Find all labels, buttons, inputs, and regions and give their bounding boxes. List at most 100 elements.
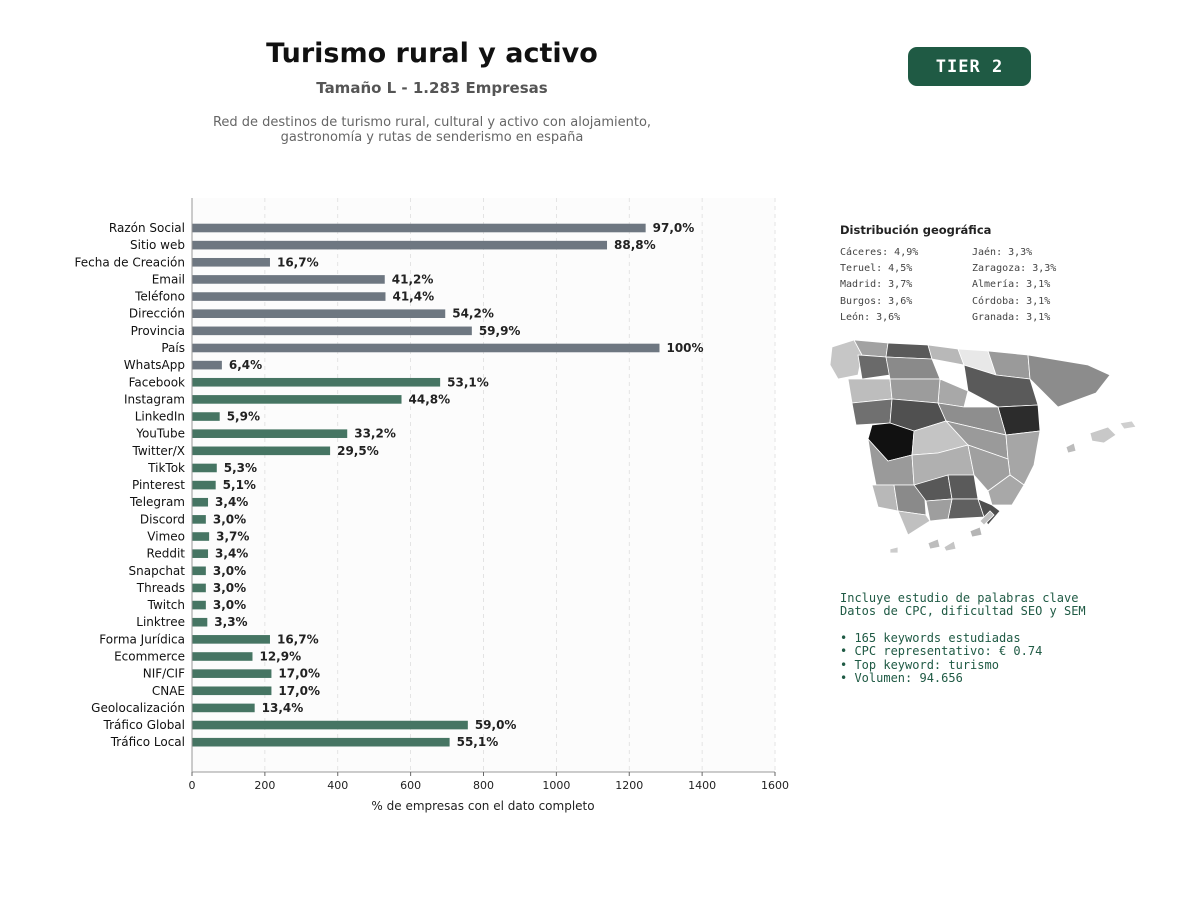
- geo-item: Granada: 3,1%: [972, 311, 1051, 323]
- category-label: Forma Jurídica: [99, 632, 185, 646]
- bar: [192, 652, 253, 661]
- map-region-burgos: [885, 356, 941, 380]
- map-region-malaga: [925, 498, 953, 522]
- map-region-canarias-3: [969, 526, 983, 538]
- category-label: Twitter/X: [132, 444, 185, 458]
- tier-badge: TIER 2: [908, 47, 1031, 86]
- category-label: Facebook: [129, 375, 185, 389]
- category-label: Tráfico Local: [110, 735, 185, 749]
- bar: [192, 412, 220, 421]
- bar-value-label: 55,1%: [457, 735, 499, 749]
- category-label: NIF/CIF: [143, 667, 185, 681]
- keywords-bullet: • Volumen: 94.656: [840, 671, 963, 686]
- bar: [192, 686, 272, 696]
- x-axis-label: % de empresas con el dato completo: [371, 799, 594, 813]
- category-label: Instagram: [124, 392, 185, 406]
- keywords-block: Incluye estudio de palabras clave Datos …: [840, 591, 1086, 686]
- geo-title: Distribución geográfica: [840, 223, 992, 237]
- bar: [192, 223, 646, 233]
- map-region-canarias-5: [889, 546, 899, 554]
- bar-value-label: 3,0%: [213, 564, 246, 578]
- geo-item: Teruel: 4,5%: [840, 263, 913, 275]
- category-label: Vimeo: [147, 530, 185, 544]
- category-label: Fecha de Creación: [75, 255, 185, 269]
- geo-item: Almería: 3,1%: [972, 279, 1051, 291]
- bar-value-label: 59,9%: [479, 324, 521, 338]
- map-region-cadiz: [897, 510, 931, 536]
- page-subtitle: Tamaño L - 1.283 Empresas: [316, 79, 548, 97]
- bar-value-label: 16,7%: [277, 255, 319, 269]
- geo-item: Jaén: 3,3%: [972, 247, 1033, 258]
- bar-value-label: 3,7%: [216, 530, 249, 544]
- map-region-canarias-2: [943, 540, 957, 552]
- bar-value-label: 5,3%: [224, 461, 257, 475]
- category-label: Snapchat: [129, 564, 186, 578]
- bar: [192, 377, 441, 387]
- bar-value-label: 5,9%: [227, 410, 260, 424]
- bar: [192, 309, 446, 318]
- bar: [192, 497, 209, 507]
- map-region-mallorca: [1089, 426, 1117, 444]
- bar-value-label: 53,1%: [447, 375, 489, 389]
- bar-value-label: 16,7%: [277, 632, 319, 646]
- category-label: Email: [152, 272, 185, 286]
- bar: [192, 240, 608, 250]
- x-ticks: 0 200 400 600 800 1000 1200 1400 1600: [189, 772, 789, 792]
- map-region-leon: [857, 354, 891, 380]
- category-label: Threads: [136, 581, 185, 595]
- bar-value-label: 33,2%: [354, 427, 396, 441]
- category-label: Telegram: [129, 495, 185, 509]
- category-label: Twitch: [147, 598, 185, 612]
- bar: [192, 600, 206, 610]
- bar-value-label: 3,4%: [215, 547, 248, 561]
- bar-value-label: 100%: [666, 341, 703, 355]
- geo-item: León: 3,6%: [840, 311, 901, 323]
- bar: [192, 395, 402, 404]
- category-label: Ecommerce: [114, 650, 185, 664]
- map-region-soria: [937, 378, 969, 408]
- category-label: Discord: [140, 512, 185, 526]
- bar: [192, 257, 270, 267]
- x-tick-label: 600: [400, 779, 421, 792]
- map-region-guadalajara: [937, 402, 1007, 436]
- spain-map: [829, 339, 1137, 554]
- keywords-bullet: • 165 keywords estudiadas: [840, 630, 1021, 645]
- category-label: Razón Social: [109, 221, 185, 235]
- category-label: Dirección: [129, 307, 185, 321]
- map-region-menorca: [1119, 420, 1137, 430]
- bar: [192, 549, 209, 558]
- map-region-salamanca: [851, 398, 893, 426]
- bar-value-label: 3,0%: [213, 598, 246, 612]
- map-region-murcia: [987, 474, 1025, 506]
- category-label: Geolocalización: [91, 701, 185, 715]
- bar-value-label: 3,0%: [213, 581, 246, 595]
- bar: [192, 532, 210, 541]
- bar-value-label: 3,0%: [213, 512, 246, 526]
- bar: [192, 515, 206, 524]
- bar: [192, 292, 386, 301]
- bar-value-label: 44,8%: [409, 392, 451, 406]
- category-label: Provincia: [131, 324, 185, 338]
- bar-value-label: 59,0%: [475, 718, 517, 732]
- map-region-canarias-1: [927, 538, 941, 550]
- x-tick-label: 200: [254, 779, 275, 792]
- bar: [192, 275, 385, 284]
- bar: [192, 360, 222, 370]
- geo-item: Cáceres: 4,9%: [840, 247, 919, 258]
- bar-value-label: 17,0%: [278, 684, 320, 698]
- description-line-1: Red de destinos de turismo rural, cultur…: [212, 115, 652, 130]
- bar-value-label: 41,2%: [392, 272, 434, 286]
- category-label: LinkedIn: [135, 410, 185, 424]
- x-tick-label: 1000: [542, 779, 570, 792]
- bar-value-label: 3,3%: [214, 615, 247, 629]
- bar: [192, 463, 217, 473]
- category-label: TikTok: [147, 461, 185, 475]
- bar: [192, 326, 472, 336]
- bar-value-label: 12,9%: [259, 650, 301, 664]
- category-label: País: [161, 341, 185, 355]
- bar: [192, 446, 331, 456]
- keywords-bullet: • CPC representativo: € 0.74: [840, 644, 1043, 659]
- completeness-bar-chart: Razón Social 97,0% Sitio web 88,8% Fecha de …: [75, 198, 789, 813]
- category-label: Reddit: [147, 547, 186, 561]
- map-region-catalonia: [1027, 354, 1111, 408]
